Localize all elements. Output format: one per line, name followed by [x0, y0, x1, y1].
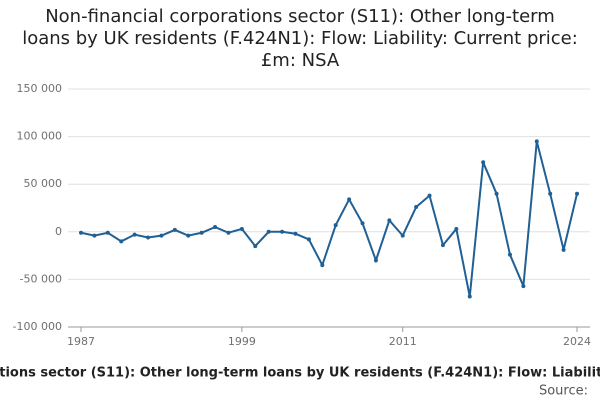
point: [481, 160, 486, 165]
point: [199, 230, 204, 235]
point: [360, 221, 365, 226]
point: [320, 263, 325, 268]
source: Source:: [539, 384, 588, 399]
x-tick-label: 2011: [389, 335, 417, 348]
point: [172, 227, 177, 232]
y-tick-label: -50 000: [20, 272, 62, 285]
point: [387, 218, 392, 223]
point: [92, 233, 97, 238]
point: [467, 294, 472, 299]
point: [105, 230, 110, 235]
point: [400, 233, 405, 238]
y-tick-label: -100 000: [13, 320, 62, 333]
y-tick-label: 100 000: [17, 130, 63, 143]
x-tick-label: 1987: [67, 335, 95, 348]
point: [347, 197, 352, 202]
line: [80, 141, 578, 297]
point: [575, 191, 579, 196]
point: [280, 229, 285, 234]
point: [333, 223, 338, 228]
point: [213, 225, 218, 230]
point: [119, 239, 124, 244]
point: [373, 258, 378, 263]
y-tick-label: 150 000: [17, 82, 63, 95]
chart-title: Non-financial corporations sector (S11):…: [22, 6, 578, 71]
point: [253, 244, 258, 249]
point: [454, 226, 459, 231]
point: [548, 191, 553, 196]
point: [293, 231, 298, 236]
point: [306, 237, 311, 242]
point: [494, 191, 499, 196]
point: [521, 284, 526, 289]
point: [561, 247, 566, 252]
point: [226, 230, 231, 235]
point: [414, 205, 419, 210]
point: [146, 235, 151, 240]
point: [507, 252, 512, 257]
y-tick-label: 50 000: [24, 177, 63, 190]
point: [427, 193, 432, 198]
point: [159, 233, 164, 238]
point: [440, 243, 445, 248]
footer-title: rations sector (S11): Other long-term lo…: [0, 366, 600, 381]
point: [266, 229, 271, 234]
y-tick-label: 0: [55, 225, 62, 238]
point: [79, 230, 83, 235]
point: [186, 233, 191, 238]
point: [239, 226, 244, 231]
x-tick-label: 1999: [228, 335, 256, 348]
x-tick-label: 2024: [563, 335, 591, 348]
point: [132, 232, 137, 237]
point: [534, 139, 539, 144]
